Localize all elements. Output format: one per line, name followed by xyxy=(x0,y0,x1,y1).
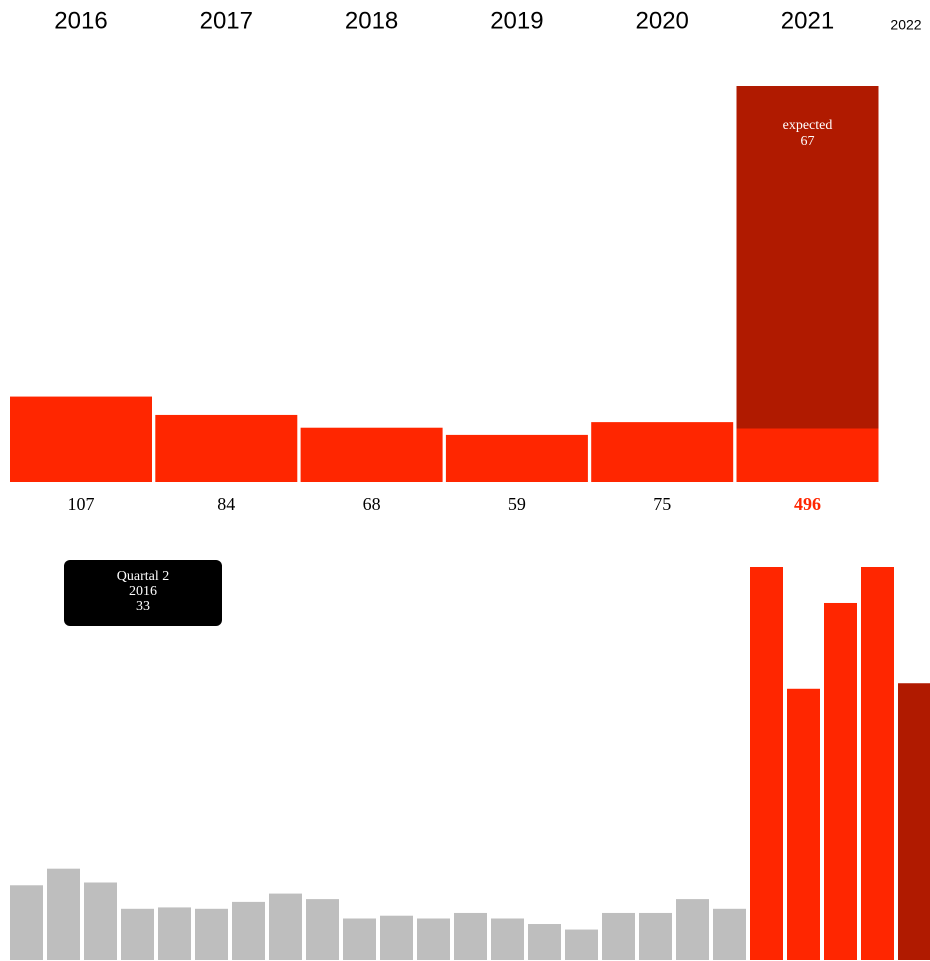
quarter-bar xyxy=(121,908,154,960)
bar xyxy=(300,427,443,482)
quarter-bar xyxy=(713,908,746,960)
value-label: 68 xyxy=(363,494,381,514)
bar xyxy=(155,414,298,482)
tooltip-text: Quartal 2 xyxy=(117,569,169,584)
value-label: 75 xyxy=(653,494,671,514)
quarter-bar xyxy=(824,602,857,960)
quarter-bar xyxy=(84,882,117,960)
year-label: 2017 xyxy=(200,7,253,34)
quarter-bar xyxy=(565,929,598,960)
quarter-bar xyxy=(417,918,450,960)
tooltip-text: 2016 xyxy=(129,584,157,599)
year-label: 2020 xyxy=(636,7,689,34)
expected-value: 67 xyxy=(801,134,815,149)
quarter-bar xyxy=(898,683,930,960)
quarter-bar xyxy=(158,907,191,960)
quarter-bar xyxy=(195,908,228,960)
quarter-bar xyxy=(47,868,80,960)
quarter-bar xyxy=(232,901,265,960)
quarter-bar xyxy=(269,893,302,960)
year-label: 2022 xyxy=(890,17,921,33)
quarter-bar xyxy=(306,899,339,960)
quarter-bar xyxy=(528,924,561,960)
quarter-bar xyxy=(639,912,672,960)
value-label: 84 xyxy=(217,494,235,514)
bar xyxy=(445,434,588,482)
year-label: 2018 xyxy=(345,7,398,34)
quarter-bar xyxy=(454,912,487,960)
actual-bar xyxy=(736,428,879,482)
quarter-bar xyxy=(676,899,709,960)
bar xyxy=(10,396,152,482)
bar xyxy=(591,422,734,482)
quarter-bar xyxy=(787,688,820,960)
quarter-bar xyxy=(602,912,635,960)
value-label: 496 xyxy=(794,494,821,514)
bar xyxy=(736,86,879,482)
expected-label: expected xyxy=(783,118,833,133)
quarter-bar xyxy=(750,567,783,960)
value-label: 59 xyxy=(508,494,526,514)
quarter-bar xyxy=(861,567,894,960)
year-label: 2019 xyxy=(490,7,543,34)
year-label: 2016 xyxy=(54,7,107,34)
year-label: 2021 xyxy=(781,7,834,34)
tooltip-text: 33 xyxy=(136,599,150,614)
quarter-bar xyxy=(343,918,376,960)
quarter-bar xyxy=(380,915,413,960)
quarter-bar xyxy=(491,918,524,960)
bar-label: Quartal 1 2022 xyxy=(909,572,924,656)
quarter-bar xyxy=(10,885,43,960)
tooltip-box xyxy=(64,560,222,626)
value-label: 107 xyxy=(68,494,95,514)
